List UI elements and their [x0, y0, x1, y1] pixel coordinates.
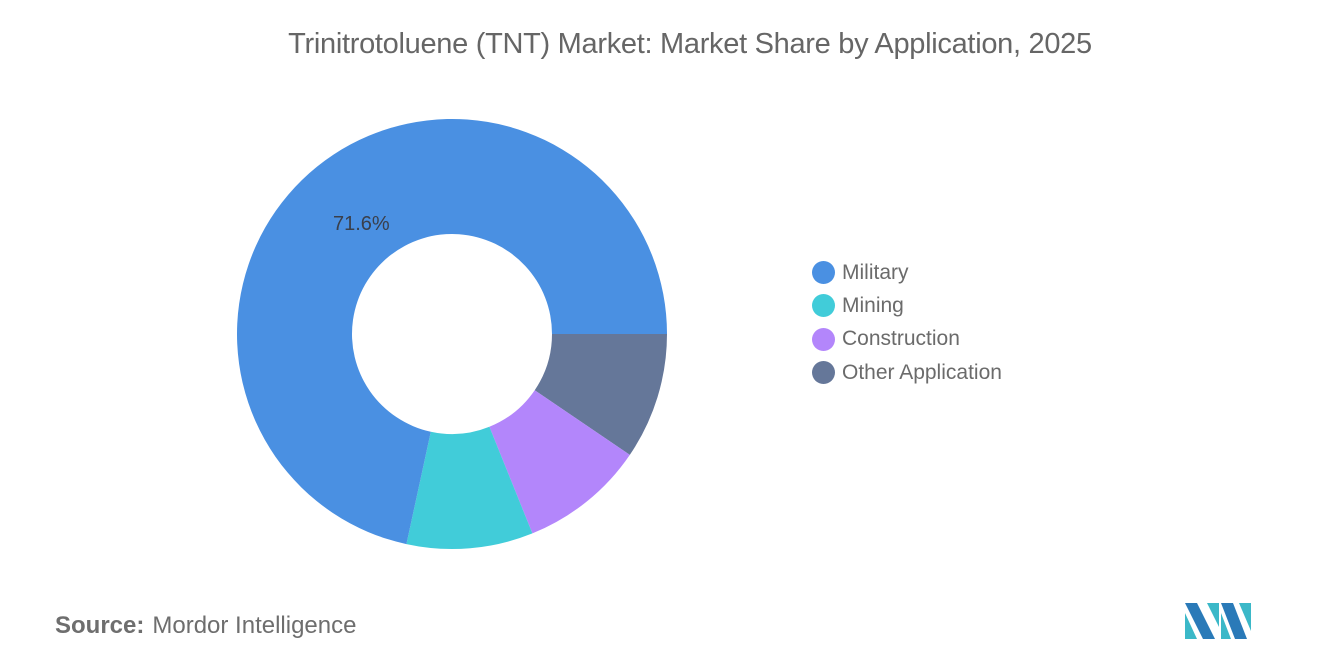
slice-military[interactable]	[237, 119, 667, 545]
source-label: Source:	[55, 612, 145, 639]
legend: Military Mining Construction Other Appli…	[812, 256, 1002, 389]
legend-swatch-construction-icon	[812, 327, 835, 351]
legend-item-mining[interactable]: Mining	[812, 289, 1002, 322]
source-value: Mordor Intelligence	[152, 612, 357, 639]
legend-item-military[interactable]: Military	[812, 256, 1002, 289]
source-note: Source: Mordor Intelligence	[55, 612, 356, 640]
legend-item-other-application[interactable]: Other Application	[812, 356, 1002, 389]
legend-label: Construction	[842, 327, 960, 351]
legend-swatch-other-application-icon	[812, 361, 835, 385]
legend-item-construction[interactable]: Construction	[812, 323, 1002, 356]
mordor-intelligence-logo-icon	[1185, 603, 1251, 639]
slice-mining[interactable]	[406, 426, 533, 549]
slice-other-application[interactable]	[534, 334, 667, 455]
legend-swatch-military-icon	[812, 261, 835, 285]
slice-construction[interactable]	[489, 390, 630, 534]
chart-title: Trinitrotoluene (TNT) Market: Market Sha…	[288, 28, 1092, 60]
legend-label: Military	[842, 260, 909, 284]
donut-slices	[237, 119, 667, 549]
legend-swatch-mining-icon	[812, 294, 835, 318]
legend-label: Mining	[842, 293, 904, 317]
military-data-label: 71.6%	[333, 213, 390, 235]
legend-label: Other Application	[842, 360, 1002, 384]
